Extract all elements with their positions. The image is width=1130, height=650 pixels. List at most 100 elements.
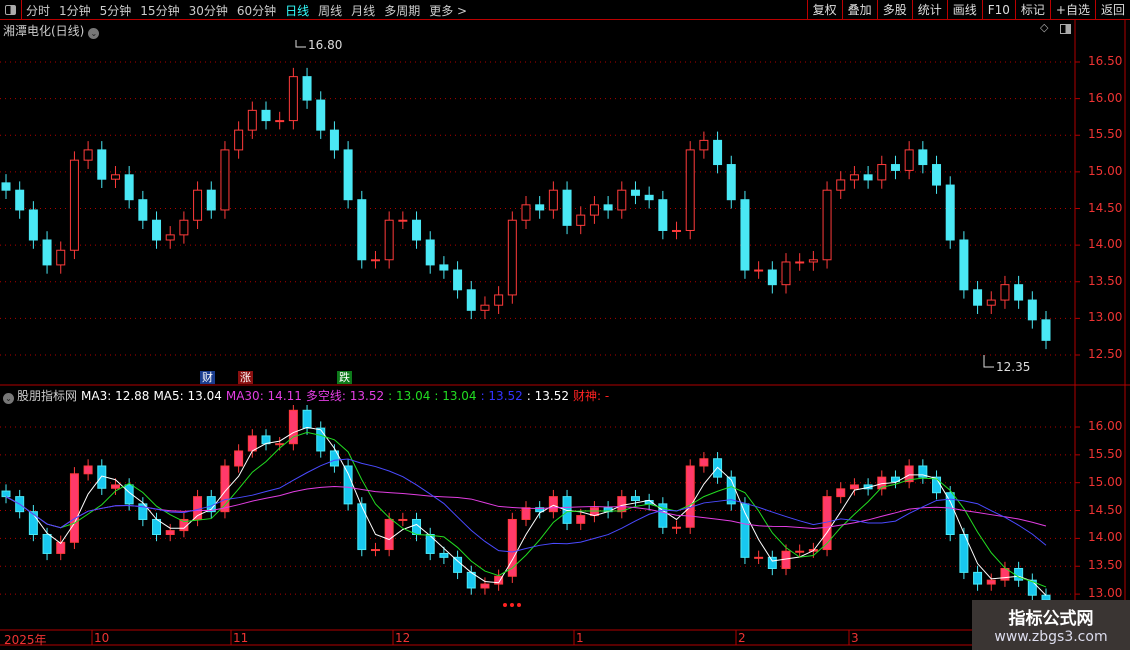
candle-body	[795, 261, 805, 264]
axis-tick-label: 15.50	[1088, 127, 1123, 142]
candle-body	[521, 204, 531, 221]
candle-body	[316, 427, 326, 452]
value-3: : 13.04	[434, 389, 477, 403]
ma-blue-line	[5, 458, 1047, 553]
tab-period[interactable]: 30分钟	[188, 4, 228, 18]
candle-body	[699, 139, 709, 151]
candle-body	[165, 234, 175, 241]
candle-body	[138, 199, 148, 221]
candle-body	[288, 76, 298, 122]
duokong-value: 多空线: 13.52	[305, 389, 385, 403]
tab-period[interactable]: 60分钟	[236, 4, 277, 18]
tab-period[interactable]: 1分钟	[59, 4, 91, 18]
toolbar-button[interactable]: 复权	[806, 0, 842, 20]
axis-tick-label: 1	[576, 631, 584, 645]
axis-tick-label: 13.50	[1088, 558, 1123, 573]
diamond-icon[interactable]: ◇	[1040, 21, 1049, 34]
axis-tick-label: 16.50	[1088, 54, 1123, 68]
axis-tick-label: 14.00	[1088, 530, 1123, 545]
candle-body	[836, 488, 846, 498]
toolbar-button[interactable]: 标记	[1014, 0, 1050, 20]
candle-body	[918, 465, 928, 478]
indicator-name: 股朋指标网	[17, 389, 78, 403]
candle-body	[713, 139, 723, 166]
candle-body	[630, 189, 640, 196]
candle-body	[781, 261, 791, 286]
panel-icon[interactable]	[1060, 24, 1071, 34]
ma3-value: MA3: 12.88	[81, 389, 150, 403]
toolbar-button[interactable]: +自选	[1049, 0, 1095, 20]
toolbar-button[interactable]: 画线	[946, 0, 982, 20]
candle-body	[535, 507, 545, 513]
tab-period[interactable]: 5分钟	[99, 4, 132, 18]
signal-marker: 财	[200, 371, 215, 384]
toolbar-button[interactable]: F10	[981, 0, 1015, 20]
tab-period[interactable]: 分时	[26, 4, 51, 18]
candle-body	[247, 435, 257, 452]
tab-period[interactable]: 更多 >	[429, 4, 468, 18]
candle-body	[439, 264, 449, 271]
tab-period[interactable]: 15分钟	[140, 4, 180, 18]
low-price-label: 12.35	[996, 360, 1031, 374]
candle-body	[425, 534, 435, 554]
axis-tick-label: 12	[395, 631, 411, 645]
candle-body	[945, 492, 955, 536]
candle-body	[384, 219, 394, 261]
candle-body	[658, 503, 668, 528]
tab-period[interactable]: 日线	[285, 4, 310, 18]
axis-tick-label: 14.50	[1088, 502, 1123, 517]
candle-body	[521, 507, 531, 520]
candle-body	[576, 515, 586, 524]
candle-body	[890, 476, 900, 483]
candle-body	[617, 496, 627, 513]
candle-body	[863, 174, 873, 181]
candle-body	[685, 149, 695, 231]
candle-body	[247, 109, 257, 131]
signal-dot	[503, 603, 507, 607]
tab-period[interactable]: 月线	[351, 4, 376, 18]
axis-tick-label: 15.00	[1088, 163, 1123, 178]
toolbar-button[interactable]: 返回	[1094, 0, 1130, 20]
candle-body	[343, 149, 353, 201]
candle-body	[83, 465, 93, 475]
toolbar-button[interactable]: 多股	[876, 0, 912, 20]
candle-body	[562, 189, 572, 226]
signal-marker: 涨	[238, 371, 253, 384]
candle-body	[877, 164, 887, 181]
axis-tick-label: 10	[94, 631, 110, 645]
candle-body	[1027, 579, 1037, 596]
candle-body	[69, 159, 79, 251]
candle-body	[97, 149, 107, 180]
tab-period[interactable]: 周线	[318, 4, 343, 18]
candle-body	[507, 518, 517, 577]
candle-body	[603, 204, 613, 211]
ma5-line	[5, 431, 1047, 588]
candle-body	[494, 294, 504, 306]
chevron-down-icon[interactable]: ⌄	[3, 393, 14, 404]
top-toolbar: 分时 1分钟 5分钟 15分钟 30分钟 60分钟 日线 周线 月线 多周期 更多 > 复权 叠加 多股…	[0, 0, 1130, 20]
candle-body	[904, 465, 914, 483]
candle-body	[343, 465, 353, 505]
candle-body	[83, 149, 93, 161]
candle-body	[398, 219, 408, 222]
axis-tick-label: 3	[851, 631, 859, 645]
candle-body	[973, 289, 983, 306]
indicator-legend: ⌄ 股朋指标网 MA3: 12.88 MA5: 13.04 MA30: 14.11 多空线…	[3, 387, 613, 404]
toolbar-button[interactable]: 统计	[911, 0, 947, 20]
candle-body	[138, 503, 148, 520]
panel-toggle-button[interactable]	[0, 0, 22, 20]
axis-tick-label: 13.00	[1088, 586, 1123, 601]
candle-body	[329, 450, 339, 467]
panel-icon	[5, 5, 16, 15]
toolbar-button[interactable]: 叠加	[841, 0, 877, 20]
candle-body	[945, 184, 955, 241]
candle-body	[1027, 299, 1037, 321]
candle-body	[124, 174, 134, 201]
candle-body	[370, 549, 380, 552]
toolbar-buttons: 复权 叠加 多股 统计 画线 F10 标记 +自选 返回	[806, 0, 1130, 20]
candle-body	[206, 189, 216, 211]
candle-body	[767, 556, 777, 569]
chevron-down-icon[interactable]: ⌄	[88, 28, 100, 39]
tab-period[interactable]: 多周期	[384, 4, 421, 18]
